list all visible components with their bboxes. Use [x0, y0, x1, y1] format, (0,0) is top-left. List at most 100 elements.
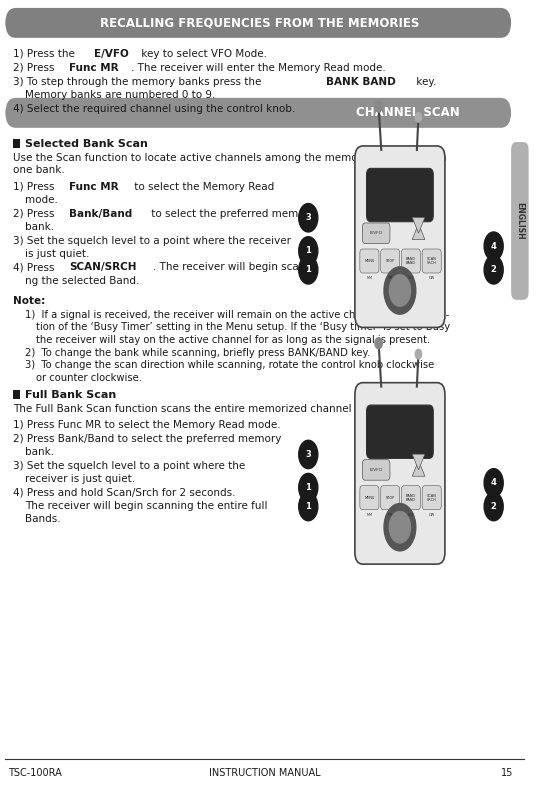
- Text: 4) Press and hold Scan/Srch for 2 seconds.: 4) Press and hold Scan/Srch for 2 second…: [13, 488, 236, 497]
- Text: 2) Press: 2) Press: [13, 209, 58, 219]
- Text: 2) Press Bank/Band to select the preferred memory: 2) Press Bank/Band to select the preferr…: [13, 434, 282, 443]
- Text: MENU: MENU: [364, 495, 374, 499]
- Circle shape: [384, 503, 416, 551]
- Text: 2)  To change the bank while scanning, briefly press BANK/BAND key.: 2) To change the bank while scanning, br…: [25, 348, 371, 357]
- Text: MR: MR: [388, 513, 393, 517]
- Text: 2: 2: [491, 265, 497, 275]
- Circle shape: [375, 338, 382, 349]
- Text: 15: 15: [501, 768, 514, 778]
- Text: tion of the ‘Busy Timer’ setting in the Menu setup. If the ‘Busy timer’ is set t: tion of the ‘Busy Timer’ setting in the …: [36, 323, 450, 332]
- Text: mode.: mode.: [25, 196, 58, 205]
- Text: 1: 1: [305, 502, 311, 511]
- Text: Bank/Band: Bank/Band: [69, 209, 132, 219]
- FancyBboxPatch shape: [401, 249, 421, 273]
- Text: E/VFO: E/VFO: [369, 231, 383, 235]
- Text: 3) Set the squelch level to a point where the receiver: 3) Set the squelch level to a point wher…: [13, 236, 291, 245]
- Text: bank.: bank.: [25, 447, 54, 457]
- Text: Memory banks are numbered 0 to 9.: Memory banks are numbered 0 to 9.: [25, 91, 216, 100]
- FancyBboxPatch shape: [422, 249, 441, 273]
- Text: The Full Bank Scan function scans the entire memorized channel range for signals: The Full Bank Scan function scans the en…: [13, 404, 446, 413]
- Text: 3)  To change the scan direction while scanning, rotate the control knob clockwi: 3) To change the scan direction while sc…: [25, 361, 435, 370]
- Text: 4) Select the required channel using the control knob.: 4) Select the required channel using the…: [13, 104, 295, 114]
- Text: DW: DW: [429, 513, 435, 517]
- Text: is just quiet.: is just quiet.: [25, 249, 90, 259]
- Text: BAND
BAND: BAND BAND: [406, 257, 416, 265]
- Text: ENGLISH: ENGLISH: [516, 202, 524, 240]
- Text: 3: 3: [305, 450, 311, 459]
- Text: Bands.: Bands.: [25, 514, 61, 524]
- Text: SCAN
SRCH: SCAN SRCH: [427, 257, 436, 265]
- Circle shape: [389, 275, 411, 306]
- FancyBboxPatch shape: [362, 223, 390, 244]
- FancyBboxPatch shape: [360, 249, 379, 273]
- FancyBboxPatch shape: [367, 168, 433, 222]
- Text: . The receiver will enter the Memory Read mode.: . The receiver will enter the Memory Rea…: [131, 63, 385, 73]
- FancyBboxPatch shape: [380, 249, 400, 273]
- Text: key.: key.: [413, 77, 436, 87]
- Text: CHANNEL SCAN: CHANNEL SCAN: [356, 107, 460, 119]
- Text: receiver is just quiet.: receiver is just quiet.: [25, 474, 136, 484]
- Text: SCAN/SRCH: SCAN/SRCH: [69, 263, 137, 272]
- Circle shape: [299, 473, 318, 502]
- Text: INSTRUCTION MANUAL: INSTRUCTION MANUAL: [209, 768, 321, 778]
- Text: RECALLING FREQUENCIES FROM THE MEMORIES: RECALLING FREQUENCIES FROM THE MEMORIES: [100, 17, 419, 29]
- FancyBboxPatch shape: [360, 486, 379, 510]
- Circle shape: [484, 256, 503, 284]
- Text: 2) Press: 2) Press: [13, 63, 58, 73]
- Polygon shape: [412, 224, 425, 240]
- Text: Selected Bank Scan: Selected Bank Scan: [25, 139, 148, 148]
- Text: to select the Memory Read: to select the Memory Read: [131, 182, 274, 192]
- Text: 3) To step through the memory banks press the: 3) To step through the memory banks pres…: [13, 77, 265, 87]
- Text: Func MR: Func MR: [69, 63, 119, 73]
- FancyBboxPatch shape: [367, 405, 433, 458]
- Text: 1) Press Func MR to select the Memory Read mode.: 1) Press Func MR to select the Memory Re…: [13, 421, 281, 430]
- Circle shape: [299, 204, 318, 232]
- Text: Full Bank Scan: Full Bank Scan: [25, 390, 116, 399]
- Circle shape: [389, 511, 411, 543]
- Bar: [13, 139, 20, 148]
- Text: MM: MM: [366, 513, 372, 517]
- Text: 4) Press: 4) Press: [13, 263, 58, 272]
- Text: SKP: SKP: [407, 276, 414, 280]
- FancyBboxPatch shape: [362, 460, 390, 481]
- Text: 1) Press: 1) Press: [13, 182, 58, 192]
- FancyBboxPatch shape: [355, 383, 445, 564]
- Circle shape: [484, 232, 503, 260]
- FancyBboxPatch shape: [401, 486, 421, 510]
- Circle shape: [384, 267, 416, 314]
- Text: MR: MR: [388, 276, 393, 280]
- Text: 1) Press the: 1) Press the: [13, 49, 79, 58]
- Text: 1: 1: [305, 246, 311, 256]
- Circle shape: [375, 101, 382, 112]
- Text: Use the Scan function to locate active channels among the memorized channels in: Use the Scan function to locate active c…: [13, 153, 447, 163]
- Circle shape: [484, 492, 503, 521]
- Text: BAND
BAND: BAND BAND: [406, 494, 416, 502]
- Text: E/VFO: E/VFO: [94, 49, 129, 58]
- FancyBboxPatch shape: [5, 98, 511, 128]
- Text: . The receiver will begin scanni-: . The receiver will begin scanni-: [153, 263, 319, 272]
- Text: BANK BAND: BANK BAND: [327, 77, 396, 87]
- Circle shape: [299, 256, 318, 284]
- Text: E/VFO: E/VFO: [369, 468, 383, 472]
- FancyBboxPatch shape: [422, 486, 441, 510]
- Text: Func MR: Func MR: [69, 182, 119, 192]
- FancyBboxPatch shape: [5, 8, 511, 38]
- Circle shape: [484, 469, 503, 497]
- Text: 1)  If a signal is received, the receiver will remain on the active channel for : 1) If a signal is received, the receiver…: [25, 310, 450, 320]
- Circle shape: [415, 113, 422, 122]
- Text: STOP: STOP: [385, 259, 395, 263]
- Text: DW: DW: [429, 276, 435, 280]
- Text: 4: 4: [491, 478, 497, 488]
- Text: 3) Set the squelch level to a point where the: 3) Set the squelch level to a point wher…: [13, 461, 245, 470]
- FancyBboxPatch shape: [355, 146, 445, 327]
- Text: key to select VFO Mode.: key to select VFO Mode.: [138, 49, 267, 58]
- Polygon shape: [412, 454, 425, 470]
- Polygon shape: [412, 461, 425, 477]
- Text: TSC-100RA: TSC-100RA: [8, 768, 61, 778]
- FancyBboxPatch shape: [380, 486, 400, 510]
- Text: or counter clockwise.: or counter clockwise.: [36, 373, 142, 383]
- Text: The receiver will begin scanning the entire full: The receiver will begin scanning the ent…: [25, 501, 268, 510]
- Text: SCAN
SRCH: SCAN SRCH: [427, 494, 436, 502]
- Text: MM: MM: [366, 276, 372, 280]
- Polygon shape: [412, 218, 425, 234]
